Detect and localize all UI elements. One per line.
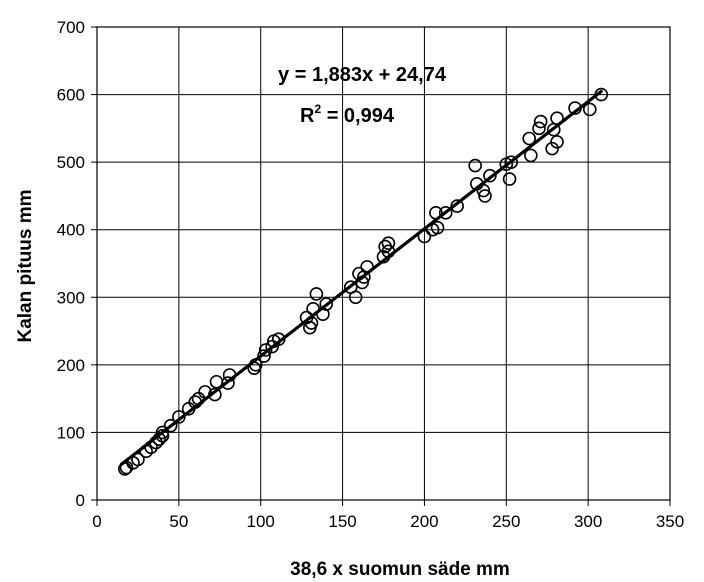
x-tick-label: 50	[169, 512, 188, 531]
trendline	[119, 89, 603, 466]
data-point	[381, 236, 396, 251]
data-point	[532, 121, 546, 136]
data-point	[257, 349, 271, 363]
data-point	[483, 168, 497, 183]
data-point	[438, 206, 453, 220]
x-tick-label: 200	[410, 512, 438, 531]
data-point	[319, 297, 334, 311]
data-point	[155, 425, 170, 440]
data-point	[468, 158, 482, 173]
y-axis-title: Kalan pituus mm	[15, 189, 36, 342]
x-tick-label: 250	[492, 512, 520, 531]
y-tick-label: 200	[57, 356, 85, 375]
gridlines	[96, 26, 671, 501]
y-tick-label: 300	[57, 288, 85, 307]
y-tick-label: 500	[57, 153, 85, 172]
plot-area-border	[96, 26, 671, 501]
data-point	[545, 141, 559, 156]
x-tick-label: 300	[574, 512, 602, 531]
data-points	[118, 87, 609, 476]
data-point	[550, 135, 564, 149]
data-point	[163, 418, 178, 433]
x-axis-ticks: 0 50 100 150 200 250 300 350	[92, 500, 684, 531]
x-tick-label: 150	[328, 512, 356, 531]
data-point	[582, 102, 597, 117]
y-axis-ticks: 0 100 200 300 400 500 600 700	[57, 18, 97, 510]
data-point	[430, 220, 445, 235]
y-tick-label: 0	[76, 491, 85, 510]
equation-label: y = 1,883x + 24,74	[278, 64, 447, 86]
data-point	[258, 343, 273, 357]
data-point	[524, 148, 538, 163]
r-squared-value: = 0,994	[321, 105, 395, 127]
r-squared-label: R2 = 0,994	[300, 102, 395, 127]
axes	[96, 26, 671, 501]
data-point	[504, 155, 518, 169]
r-squared-exponent: 2	[314, 102, 321, 116]
data-point	[533, 114, 548, 129]
data-point	[309, 287, 324, 301]
data-point	[348, 290, 363, 305]
x-axis-title: 38,6 x suomun säde mm	[290, 559, 510, 580]
y-tick-label: 600	[57, 86, 85, 105]
y-tick-label: 700	[57, 18, 85, 37]
x-tick-label: 100	[247, 512, 275, 531]
x-tick-label: 0	[92, 512, 101, 531]
data-point	[478, 189, 492, 203]
x-tick-label: 350	[656, 512, 684, 531]
data-point	[522, 131, 537, 146]
data-point	[221, 376, 235, 390]
y-tick-label: 400	[57, 221, 85, 240]
data-point	[502, 172, 517, 186]
r-squared-prefix: R	[300, 105, 315, 127]
y-tick-label: 100	[57, 423, 85, 442]
